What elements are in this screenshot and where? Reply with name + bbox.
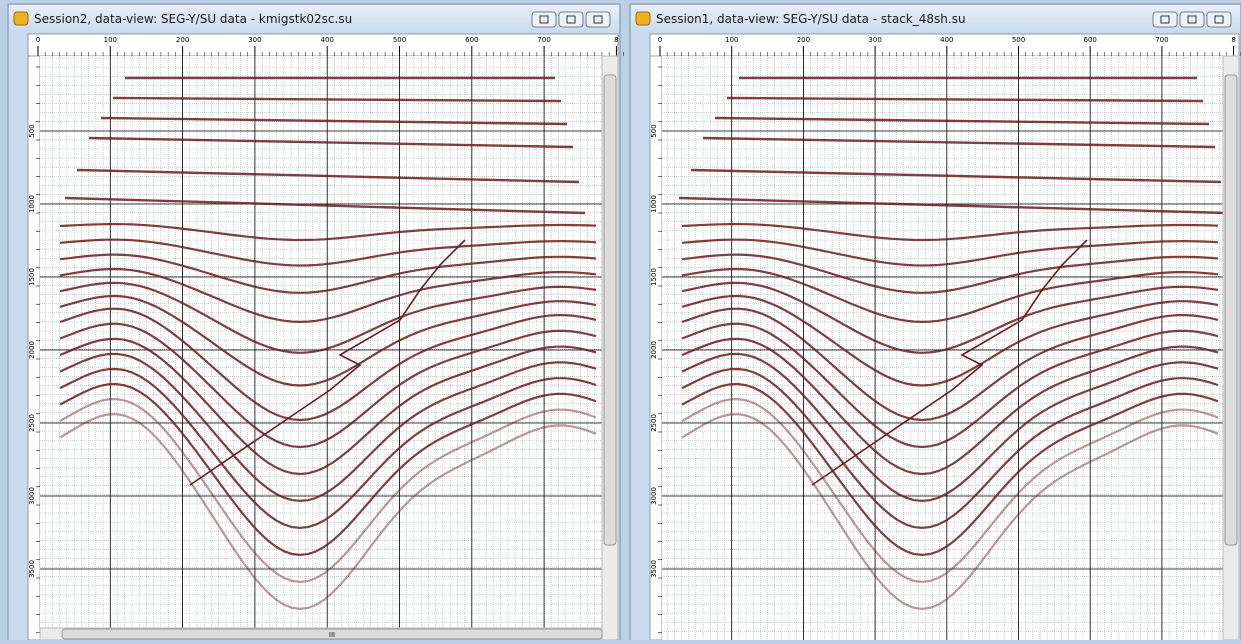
x-ruler-label: 600 <box>1084 36 1097 44</box>
scroll-thumb[interactable] <box>1225 75 1237 545</box>
y-ruler-label: 2500 <box>650 414 658 432</box>
close-button[interactable] <box>1207 12 1231 27</box>
y-ruler-label: 3000 <box>28 487 36 505</box>
x-ruler-label: 700 <box>537 36 550 44</box>
y-ruler-label: 2500 <box>28 414 36 432</box>
maximize-button[interactable] <box>559 12 583 27</box>
y-ruler-label: 1000 <box>28 195 36 213</box>
y-ruler-label: 500 <box>650 124 658 137</box>
app-icon <box>14 12 28 25</box>
y-ruler-label: 3500 <box>28 560 36 578</box>
x-ruler-label: 600 <box>465 36 478 44</box>
x-ruler-label: 400 <box>321 36 334 44</box>
app-icon <box>636 12 650 25</box>
scroll-grip: III <box>329 631 335 639</box>
x-ruler-label: 8 <box>614 36 618 44</box>
window-title: Session1, data-view: SEG-Y/SU data - sta… <box>656 12 966 26</box>
x-ruler-label: 8 <box>1231 36 1235 44</box>
scroll-thumb[interactable] <box>604 75 616 545</box>
y-ruler-label: 3000 <box>650 487 658 505</box>
screen: Session2, data-view: SEG-Y/SU data - kmi… <box>0 0 1241 640</box>
window-title: Session2, data-view: SEG-Y/SU data - kmi… <box>34 12 352 26</box>
window: Session1, data-view: SEG-Y/SU data - sta… <box>630 4 1241 640</box>
close-button[interactable] <box>586 12 610 27</box>
x-ruler-label: 400 <box>940 36 953 44</box>
x-ruler-label: 500 <box>393 36 406 44</box>
x-ruler-label: 0 <box>658 36 662 44</box>
maximize-button[interactable] <box>1180 12 1204 27</box>
x-ruler-label: 700 <box>1155 36 1168 44</box>
y-ruler-label: 2000 <box>650 341 658 359</box>
y-ruler-label: 3500 <box>650 560 658 578</box>
minimize-button[interactable] <box>1153 12 1177 27</box>
y-ruler-label: 1500 <box>28 268 36 286</box>
x-ruler-label: 500 <box>1012 36 1025 44</box>
window: Session2, data-view: SEG-Y/SU data - kmi… <box>8 4 681 640</box>
x-ruler-label: 200 <box>797 36 810 44</box>
plot-area <box>40 56 602 640</box>
x-ruler-label: 0 <box>36 36 40 44</box>
x-ruler-label: 300 <box>248 36 261 44</box>
y-ruler-label: 1500 <box>650 268 658 286</box>
y-ruler-label: 1000 <box>650 195 658 213</box>
x-ruler-label: 200 <box>176 36 189 44</box>
x-ruler-label: 100 <box>725 36 738 44</box>
minimize-button[interactable] <box>532 12 556 27</box>
x-ruler-label: 300 <box>868 36 881 44</box>
y-ruler-label: 500 <box>28 124 36 137</box>
y-ruler-label: 2000 <box>28 341 36 359</box>
x-ruler-label: 100 <box>104 36 117 44</box>
